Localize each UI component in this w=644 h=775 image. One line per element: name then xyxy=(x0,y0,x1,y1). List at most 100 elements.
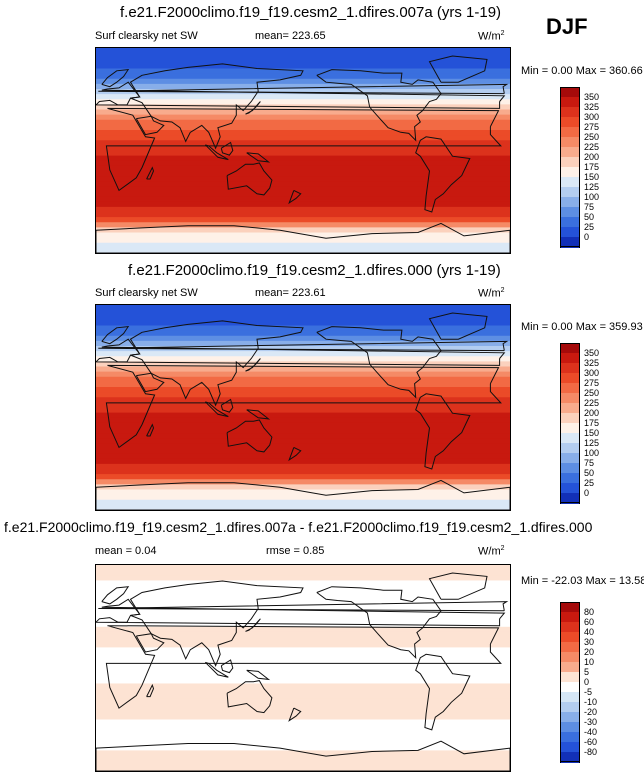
heatmap-band xyxy=(96,719,510,726)
colorbar-tick-label: 275 xyxy=(584,378,600,388)
heatmap-band xyxy=(96,453,510,460)
heatmap-band xyxy=(96,140,510,146)
panel2-colorbar: 350 325 300 275 250 225 200 175 150 125 100 75 50 25 0 xyxy=(560,343,620,504)
season-label: DJF xyxy=(546,14,588,39)
heatmap-band xyxy=(96,469,510,475)
heatmap-band xyxy=(96,657,510,664)
coastline xyxy=(101,325,130,345)
colorbar-tick-label: 125 xyxy=(584,182,600,192)
coastline xyxy=(288,189,302,205)
heatmap-band xyxy=(96,320,510,327)
colorbar-tick-label: 10 xyxy=(584,657,595,667)
colorbar-tick-label: -80 xyxy=(584,747,598,757)
heatmap-band xyxy=(96,698,510,705)
heatmap-band xyxy=(96,130,510,136)
coastline xyxy=(428,312,488,340)
coastline xyxy=(96,740,510,771)
coastline xyxy=(316,586,442,660)
heatmap-band xyxy=(96,688,510,695)
coastline xyxy=(415,136,471,213)
coastline xyxy=(428,572,488,600)
coastline xyxy=(135,372,165,393)
colorbar-tick-label: 25 xyxy=(584,222,595,232)
heatmap-band xyxy=(96,335,510,342)
coastline xyxy=(96,479,510,510)
colorbar-tick-label: 350 xyxy=(584,348,600,358)
heatmap-band xyxy=(96,760,510,767)
colorbar-tick-label: 225 xyxy=(584,398,600,408)
coastline xyxy=(220,659,234,674)
colorbar-tick-label: 150 xyxy=(584,428,600,438)
colorbar-tick-label: 350 xyxy=(584,92,600,102)
heatmap-band xyxy=(96,714,510,721)
heatmap-band xyxy=(96,647,510,654)
colorbar-tick-label: 175 xyxy=(584,162,600,172)
coastline xyxy=(428,55,488,83)
heatmap-band xyxy=(96,745,510,751)
heatmap-band xyxy=(96,637,510,643)
coastline xyxy=(245,358,261,372)
heatmap-band xyxy=(96,683,510,690)
heatmap-band xyxy=(96,356,510,362)
coastline xyxy=(146,166,155,180)
heatmap-band xyxy=(96,668,510,674)
coastline xyxy=(220,141,234,156)
colorbar-tick-label: 75 xyxy=(584,202,595,212)
panel3-minmax: Min = -22.03 Max = 13.58 xyxy=(521,575,644,587)
colorbar-tick-label: 0 xyxy=(584,488,590,498)
panel3-title: f.e21.F2000climo.f19_f19.cesm2_1.dfires.… xyxy=(4,519,593,535)
heatmap-band xyxy=(96,232,510,239)
heatmap-band xyxy=(96,371,510,378)
heatmap-band xyxy=(96,489,510,496)
coastline xyxy=(415,393,471,470)
colorbar-tick-label: 100 xyxy=(584,192,600,202)
heatmap-band xyxy=(96,652,510,659)
heatmap-band xyxy=(96,621,510,628)
heatmap-band xyxy=(96,729,510,736)
coastline xyxy=(146,683,155,698)
heatmap-band xyxy=(96,595,510,602)
coastline xyxy=(226,680,273,714)
coastline xyxy=(316,69,442,142)
colorbar-tick-label: -10 xyxy=(584,697,598,707)
panel1-map xyxy=(95,47,511,254)
coastline xyxy=(246,409,271,420)
heatmap-band xyxy=(96,611,510,618)
heatmap-band xyxy=(96,570,510,576)
heatmap-band xyxy=(96,330,510,337)
coastline xyxy=(288,446,302,462)
heatmap-band xyxy=(96,104,510,111)
heatmap-band xyxy=(96,734,510,741)
panel1-minmax: Min = 0.00 Max = 360.66 xyxy=(521,65,643,77)
heatmap-band xyxy=(96,616,510,623)
heatmap-band xyxy=(96,366,510,373)
heatmap-band xyxy=(96,397,510,403)
heatmap-band xyxy=(96,237,510,244)
coastline xyxy=(129,580,304,667)
coastline xyxy=(98,83,509,95)
heatmap-band xyxy=(96,53,510,59)
heatmap-band xyxy=(96,124,510,131)
panel1-title: f.e21.F2000climo.f19_f19.cesm2_1.dfires.… xyxy=(120,4,502,21)
heatmap-band xyxy=(96,191,510,198)
heatmap-band xyxy=(96,417,510,424)
colorbar-tick-label: 5 xyxy=(584,667,590,677)
colorbar-tick-label: 75 xyxy=(584,458,595,468)
heatmap-band xyxy=(96,504,510,510)
heatmap-band xyxy=(96,109,510,116)
heatmap-band xyxy=(96,428,510,434)
heatmap-band xyxy=(96,740,510,746)
coastline xyxy=(98,601,509,612)
colorbar-tick-label: 50 xyxy=(584,468,595,478)
panel1-colorbar: 350 325 300 275 250 225 200 175 150 125 100 75 50 25 0 xyxy=(560,87,620,248)
coastline xyxy=(98,340,509,352)
colorbar-tick-label: -5 xyxy=(584,687,593,697)
heatmap-band xyxy=(96,351,510,357)
heatmap-band xyxy=(96,78,510,85)
panel2-title: f.e21.F2000climo.f19_f19.cesm2_1.dfires.… xyxy=(128,262,501,279)
heatmap-band xyxy=(96,479,510,485)
heatmap-band xyxy=(96,310,510,316)
panel3-mean: mean = 0.04 xyxy=(95,545,157,557)
heatmap-band xyxy=(96,150,510,157)
colorbar-tick-label: 0 xyxy=(584,677,590,687)
